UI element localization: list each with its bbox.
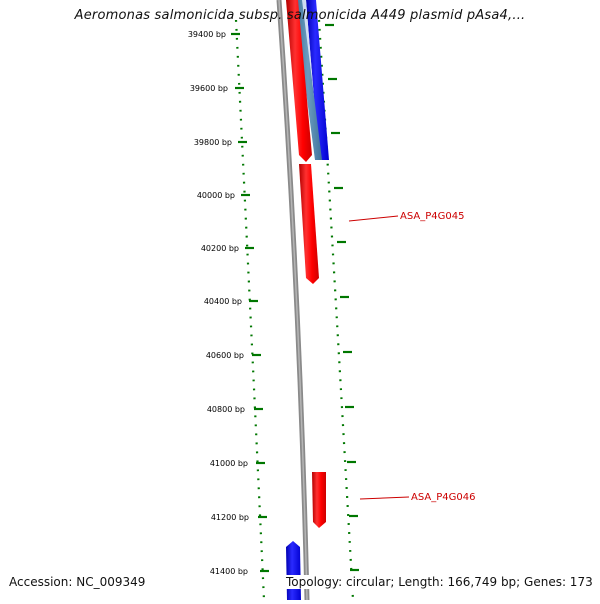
tick-label: 39400 bp xyxy=(188,30,226,39)
topology-summary: Topology: circular; Length: 166,749 bp; … xyxy=(286,575,593,589)
plasmid-backbone-highlight xyxy=(278,0,308,601)
ruler-major-ticks xyxy=(231,23,359,573)
tick-label: 41000 bp xyxy=(210,459,248,468)
gene-feature-reverse[interactable] xyxy=(306,0,329,160)
gene-label-asa-p4g045[interactable]: ASA_P4G045 xyxy=(400,211,464,222)
tick-label: 40000 bp xyxy=(197,191,235,200)
label-leader-line xyxy=(359,496,410,500)
tick-label: 40400 bp xyxy=(204,297,242,306)
tick-label: 39600 bp xyxy=(190,84,228,93)
gene-label-asa-p4g046[interactable]: ASA_P4G046 xyxy=(411,492,475,503)
tick-label: 39800 bp xyxy=(194,138,232,147)
tick-label: 41400 bp xyxy=(210,567,248,576)
ruler-tick-labels: 39400 bp 39600 bp 39800 bp 40000 bp 4020… xyxy=(188,30,249,576)
gene-feature-reverse-bottom[interactable] xyxy=(286,541,301,600)
map-title: Aeromonas salmonicida subsp. salmonicida… xyxy=(74,8,526,23)
tick-label: 40800 bp xyxy=(207,405,245,414)
tick-label: 40600 bp xyxy=(206,351,244,360)
gene-feature-forward[interactable] xyxy=(286,0,312,162)
accession-text: Accession: NC_009349 xyxy=(9,575,146,589)
tick-label: 40200 bp xyxy=(201,244,239,253)
tick-label: 41200 bp xyxy=(211,513,249,522)
gene-feature-asa-p4g046[interactable] xyxy=(312,472,326,528)
gene-feature-asa-p4g045[interactable] xyxy=(299,164,319,284)
label-leader-line xyxy=(348,215,399,222)
